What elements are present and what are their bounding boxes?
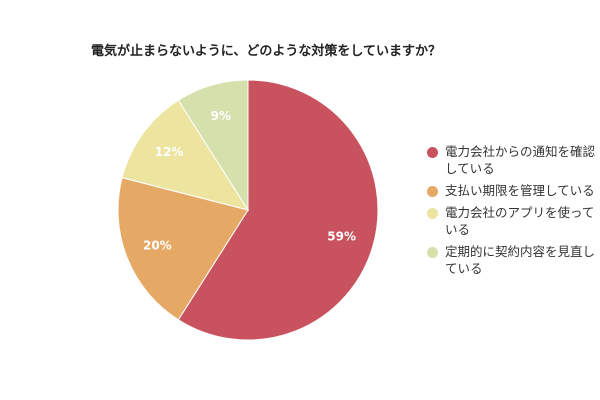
pie-slice (121, 99, 250, 211)
legend-swatch (427, 186, 438, 197)
legend-swatch (427, 147, 438, 158)
slice-value-label: 20% (143, 238, 172, 252)
legend-item: 支払い期限を管理している (427, 182, 600, 199)
legend-label: 電力会社からの通知を確認 している (445, 144, 596, 176)
slice-value-label: 9% (211, 109, 231, 123)
pie-slice (117, 177, 249, 321)
slice-value-label: 12% (155, 145, 184, 159)
legend-label: 支払い期限を管理している (445, 183, 595, 198)
pie-slice (177, 79, 379, 341)
chart-title: 電気が止まらないように、どのような対策をしていますか？ (91, 44, 441, 59)
slice-value-label: 59% (327, 230, 356, 244)
legend-item: 定期的に契約内容を見直し ている (427, 243, 600, 277)
legend-item: 電力会社のアプリを使って いる (427, 204, 600, 238)
legend: 電力会社からの通知を確認 している支払い期限を管理している電力会社のアプリを使って… (427, 143, 600, 282)
legend-swatch (427, 247, 438, 258)
legend-label: 電力会社のアプリを使って いる (445, 205, 595, 237)
legend-item: 電力会社からの通知を確認 している (427, 143, 600, 177)
legend-swatch (427, 208, 438, 219)
pie-slice (177, 79, 249, 212)
legend-label: 定期的に契約内容を見直し ている (445, 244, 596, 276)
